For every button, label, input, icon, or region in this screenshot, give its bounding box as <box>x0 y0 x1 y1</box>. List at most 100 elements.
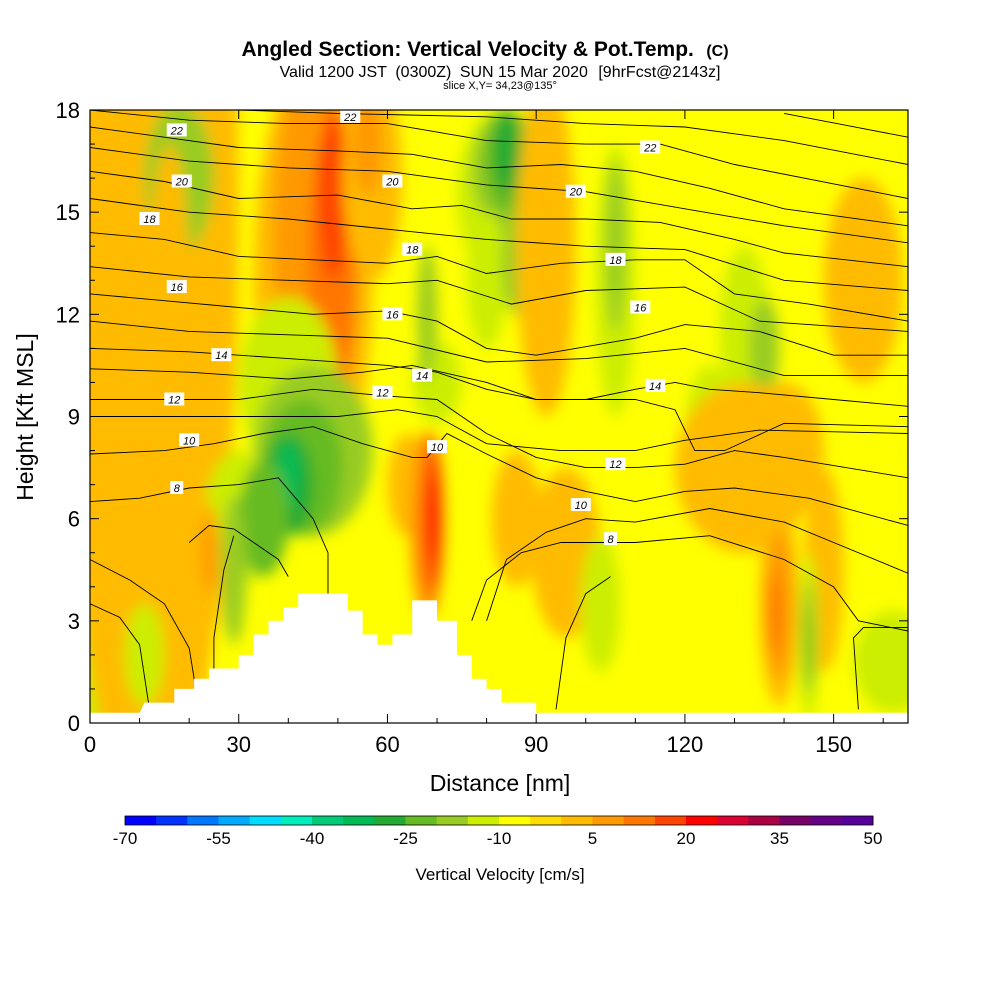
isoline-label: 20 <box>171 174 192 189</box>
isoline-label: 10 <box>570 498 591 512</box>
colorbar-swatch <box>654 816 687 825</box>
isoline-label-text: 14 <box>649 381 661 393</box>
velocity-field <box>90 110 908 723</box>
isoline-label-text: 12 <box>609 459 621 471</box>
chart-title: Angled Section: Vertical Velocity & Pot.… <box>241 38 728 61</box>
isoline-label-text: 10 <box>431 442 444 454</box>
colorbar-swatch <box>156 816 188 825</box>
theta-isoline <box>90 232 908 322</box>
velocity-cell <box>201 511 217 594</box>
plot-area: 22 22 22 20 20 20 18 18 18 16 16 16 14 14 14 12 12 12 10 10… <box>90 110 908 723</box>
colorbar-swatch <box>436 816 469 825</box>
velocity-cell <box>605 161 626 332</box>
isoline-label-text: 16 <box>386 309 399 321</box>
isoline-label-text: 18 <box>609 255 622 267</box>
velocity-cell <box>491 450 542 587</box>
isoline-label: 20 <box>382 174 403 189</box>
velocity-cell <box>823 178 904 383</box>
velocity-cell <box>417 246 438 383</box>
theta-isoline <box>90 409 908 452</box>
colorbar-swatch <box>686 816 718 825</box>
colorbar-tick-label: 50 <box>864 829 883 848</box>
velocity-cell <box>516 110 576 417</box>
y-tick-label: 6 <box>68 507 80 532</box>
isoline-label: 16 <box>630 300 651 315</box>
x-tick-label: 150 <box>815 732 852 757</box>
colorbar: -70 -55 -40 -25 -10 5 20 35 50 <box>113 815 883 848</box>
colorbar-tick-label: 20 <box>677 829 696 848</box>
velocity-cell <box>352 110 383 196</box>
velocity-cell <box>767 573 781 655</box>
velocity-cell <box>580 535 621 672</box>
terrain <box>90 593 908 723</box>
colorbar-swatch <box>530 816 562 825</box>
x-tick-label: 30 <box>226 732 250 757</box>
isoline-label-text: 22 <box>643 142 656 154</box>
isoline-label: 8 <box>170 481 184 495</box>
y-tick-label: 9 <box>68 405 80 430</box>
chart-subtitle: Valid 1200 JST (0300Z) SUN 15 Mar 2020 [… <box>280 64 721 81</box>
isoline-label: 22 <box>640 140 661 154</box>
x-axis-label: Distance [nm] <box>430 770 571 796</box>
theta-isoline <box>90 170 908 268</box>
colorbar-swatch <box>218 816 251 825</box>
y-axis-label: Height [Kft MSL] <box>12 333 38 500</box>
isoline-label-text: 16 <box>634 303 647 315</box>
y-tick-label: 12 <box>56 302 80 327</box>
colorbar-swatch <box>623 816 656 825</box>
isoline-label: 22 <box>340 110 361 124</box>
x-tick-label: 0 <box>84 732 96 757</box>
velocity-cell <box>427 477 438 560</box>
isoline-label: 14 <box>645 378 666 393</box>
colorbar-tick-label: -25 <box>393 829 418 848</box>
colorbar-tick-label: -40 <box>300 829 325 848</box>
colorbar-tick-label: -70 <box>113 829 138 848</box>
theta-isoline <box>90 477 329 594</box>
isoline-label: 16 <box>382 307 403 321</box>
colorbar-swatch <box>343 816 375 825</box>
terrain-profile <box>90 593 908 723</box>
theta-isoline <box>90 147 908 244</box>
theta-isoline <box>90 559 200 710</box>
colorbar-swatch <box>592 816 625 825</box>
isoline-label: 10 <box>179 433 200 447</box>
isoline-label-text: 10 <box>183 435 196 447</box>
isoline-label-text: 8 <box>174 483 181 495</box>
isoline-label: 20 <box>565 184 586 199</box>
colorbar-tick-label: 5 <box>588 829 597 848</box>
theta-isoline <box>90 426 908 526</box>
isoline-label-text: 12 <box>168 394 180 406</box>
isoline-label: 16 <box>166 280 187 294</box>
isoline-label: 12 <box>164 392 185 406</box>
slice-info: slice X,Y= 34,23@135° <box>443 80 557 92</box>
isoline-label: 12 <box>605 457 626 471</box>
theta-isoline <box>90 364 908 452</box>
colorbar-swatch <box>187 816 219 825</box>
isoline-label: 14 <box>211 348 232 362</box>
theta-isoline <box>90 293 908 356</box>
theta-isoline <box>90 126 908 227</box>
x-tick-label: 120 <box>667 732 704 757</box>
chart-title-block: Angled Section: Vertical Velocity & Pot.… <box>241 38 728 92</box>
theta-isoline <box>238 110 908 165</box>
isoline-label-text: 20 <box>385 177 399 189</box>
axes: 0 30 60 90 120 150 0 3 6 9 12 15 18 <box>56 98 908 757</box>
x-tick-label: 90 <box>524 732 548 757</box>
isoline-label: 8 <box>604 532 618 546</box>
colorbar-swatch <box>374 816 406 825</box>
velocity-cell <box>494 110 519 192</box>
colorbar-swatch <box>810 816 843 825</box>
colorbar-swatch <box>467 816 500 825</box>
colorbar-swatch <box>748 816 780 825</box>
y-tick-label: 3 <box>68 609 80 634</box>
colorbar-swatch <box>499 816 531 825</box>
colorbar-swatch <box>561 816 593 825</box>
isoline-label: 12 <box>372 385 393 400</box>
x-tick-label: 60 <box>375 732 399 757</box>
isoline-label: 10 <box>427 440 448 454</box>
velocity-cell <box>749 297 780 400</box>
colorbar-frame <box>124 815 874 826</box>
colorbar-tick-label: -10 <box>487 829 512 848</box>
velocity-cell <box>221 494 247 645</box>
